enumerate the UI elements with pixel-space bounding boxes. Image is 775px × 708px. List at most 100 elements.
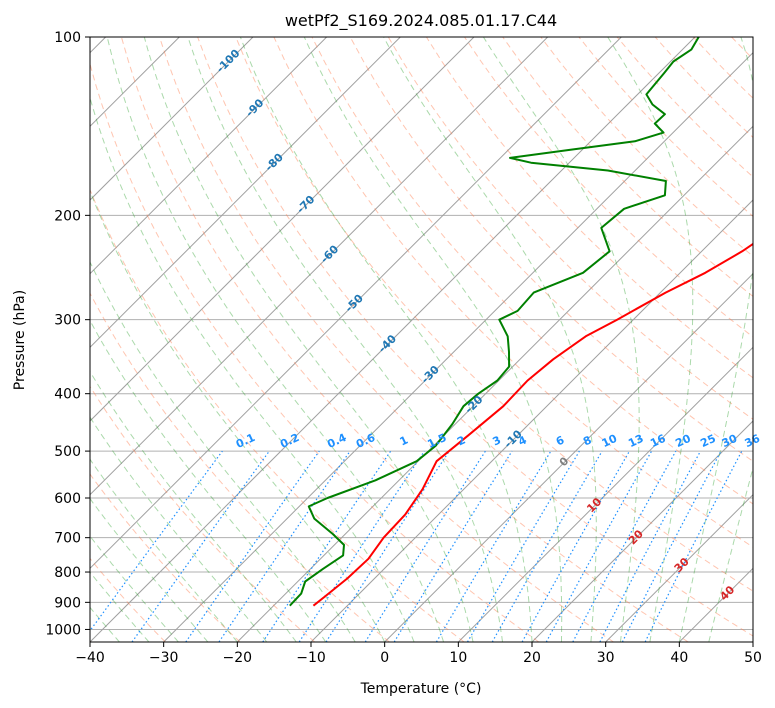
y-tick-label: 600 [54,491,81,507]
y-tick-label: 400 [54,387,81,403]
y-axis-label: Pressure (hPa) [12,290,28,390]
mixing-ratio-label-25: 25 [698,432,717,450]
mixing-ratio-label-13: 13 [626,432,645,450]
dry-adiabat [120,37,614,642]
isotherm-line [90,37,622,570]
moist-adiabat [90,535,179,642]
isotherm-line [384,272,753,642]
mixing-ratio-line [262,450,392,642]
dry-adiabat [159,37,689,642]
mixing-ratio-label-10: 10 [600,432,620,450]
dry-adiabat [235,37,753,592]
dry-adiabat [464,37,753,338]
mixing-ratio-line [131,450,270,642]
plot-frame [89,36,754,643]
mixing-ratio-label-16: 16 [648,432,668,450]
mixing-ratio-label-30: 30 [720,432,740,450]
x-tick-label: 0 [380,650,389,666]
isotherm-line [90,37,254,201]
isotherm-line [90,37,328,275]
y-tick-label: 100 [54,30,81,46]
mixing-ratio-line [90,450,223,632]
isotherm-line [310,199,753,642]
mixing-ratio-line [218,450,351,642]
y-tick-label: 200 [54,208,81,224]
x-tick-label: −20 [223,650,253,666]
dry-adiabat [311,37,753,505]
moist-adiabat [607,37,694,642]
moist-adiabat [90,189,386,642]
mixing-ratio-line [572,450,677,642]
temperature-profile [312,242,753,607]
isotherm-line [90,37,549,496]
moist-adiabat [90,96,415,642]
x-tick-label: 20 [523,650,541,666]
y-tick-label: 500 [54,444,81,460]
x-tick-label: 40 [670,650,688,666]
isotherm-line [457,346,753,642]
mixing-ratio-line [325,450,450,642]
moist-adiabat [303,37,563,642]
dry-adiabat [90,62,540,642]
moist-adiabat [239,37,533,642]
dry-adiabat [90,292,390,642]
isotherm-line [90,37,401,349]
mixing-ratio-line [185,450,320,642]
moist-adiabat [90,260,356,642]
x-tick-label: −30 [149,650,179,666]
isotherm-line [236,125,753,642]
moist-adiabat [708,466,753,642]
isotherm-line [90,37,475,422]
x-axis-label: Temperature (°C) [360,681,482,697]
moist-adiabat [143,37,474,642]
moist-adiabat [482,37,640,642]
mixing-ratio-line [298,450,425,642]
moist-adiabat [90,370,297,642]
background-lines [90,37,753,642]
mixing-ratio-label-20: 20 [673,432,693,450]
dry-adiabat [425,37,753,379]
dewpoint-profile [289,37,700,607]
mixing-ratio-label-36: 36 [743,432,763,450]
moist-adiabat [90,416,268,642]
isotherm-line [531,420,753,642]
x-axis: −40 −30 −20 −10 0 10 20 30 40 50 [75,642,762,666]
mixing-ratio-line [644,450,743,642]
isotherm-line [90,37,696,642]
mixing-ratio-line [545,450,653,642]
plot-background [90,37,753,642]
dry-adiabat [349,37,753,462]
chart-title: wetPf2_S169.2024.085.01.17.C44 [285,11,557,31]
dry-adiabat [90,473,241,642]
mixing-ratio-labels: 0.1 0.2 0.4 0.6 1 1.5 2 3 4 6 8 10 13 16 20 25 30 36 [234,431,762,451]
dry-adiabat [502,37,753,298]
y-tick-label: 300 [54,313,81,329]
dry-adiabat [90,385,316,642]
y-tick-label: 700 [54,531,81,547]
moist-adiabat [90,458,238,642]
x-tick-label: 10 [449,650,467,666]
moist-adiabat [383,37,597,642]
dry-adiabat [387,37,753,420]
moist-adiabat [678,37,753,642]
isotherm-line [752,641,753,642]
y-tick-label: 800 [54,565,81,581]
dry-adiabat [90,188,465,642]
y-tick-label: 1000 [45,622,81,638]
moist-adiabat [106,37,445,642]
dry-adiabat [273,37,753,548]
y-tick-label: 900 [54,595,81,611]
dry-adiabat [197,37,753,637]
x-tick-label: −40 [75,650,105,666]
moist-adiabat [90,497,209,642]
x-tick-label: −10 [296,650,326,666]
mixing-ratio-line [521,450,631,642]
x-tick-label: 30 [597,650,615,666]
isotherm-line [605,493,753,642]
y-axis: 1000 900 800 700 600 500 400 300 200 100 [45,30,90,638]
profile-lines [289,37,753,607]
mixing-ratio-line [393,450,513,642]
x-tick-label: 50 [744,650,762,666]
moist-adiabat [187,37,503,642]
